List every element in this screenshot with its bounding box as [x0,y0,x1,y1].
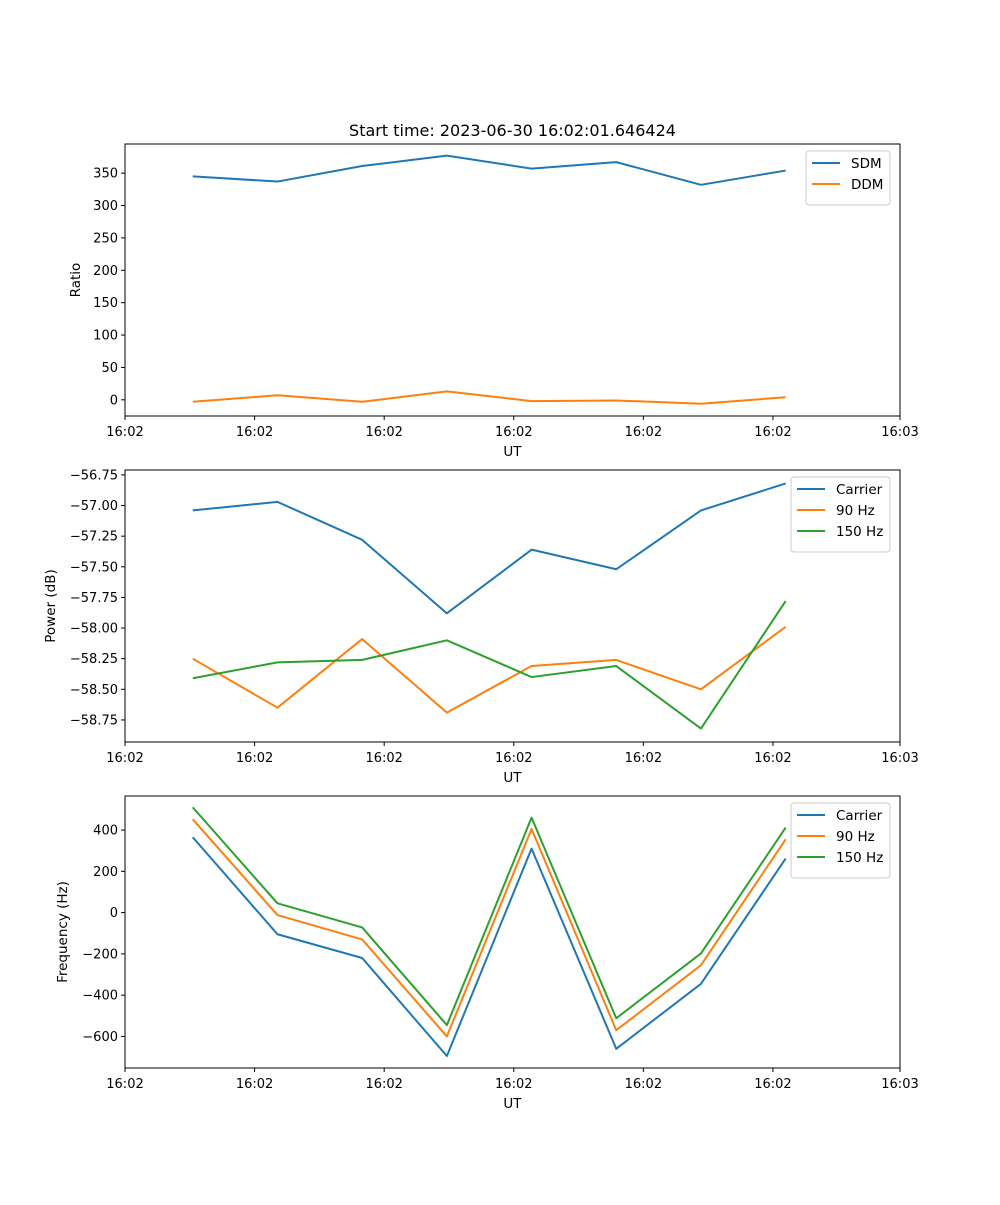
x-tick-label: 16:02 [495,425,532,440]
y-tick-label: 250 [93,231,118,246]
y-tick-label: −57.25 [70,530,118,545]
x-tick-label: 16:03 [881,425,918,440]
axes-frame [124,795,901,1069]
x-tick-label: 16:03 [881,751,918,766]
frequency-panel: 16:02 16:02 16:02 16:02 16:02 16:02 16:03 −600 −… [55,795,919,1112]
chart-title: Start time: 2023-06-30 16:02:01.646424 [349,121,676,140]
y-tick-label: −57.75 [70,591,118,606]
x-tick-label: 16:02 [365,1077,402,1092]
x-tick-label: 16:02 [236,1077,273,1092]
x-tick-label: 16:02 [625,1077,662,1092]
x-tick-label: 16:02 [236,751,273,766]
legend-label: DDM [851,177,883,193]
y-tick-label: 0 [110,393,118,408]
legend-box [805,150,891,206]
legend: Carrier 90 Hz 150 Hz [790,802,891,879]
y-tick-label: −600 [82,1030,118,1045]
ratio-panel: 16:02 16:02 16:02 16:02 16:02 16:02 16:03 0 50 10… [68,121,919,460]
legend-label: 90 Hz [836,829,875,845]
y-tick-label: −200 [82,947,118,962]
y-axis-label: Frequency (Hz) [55,881,71,983]
legend-label: SDM [851,156,882,172]
y-tick-label: −58.50 [70,683,118,698]
y-tick-label: 200 [93,865,118,880]
y-tick-label: −58.75 [70,713,118,728]
y-tick-label: −57.00 [70,499,118,514]
series-line-150-hz [192,600,787,730]
x-tick-label: 16:03 [881,1077,918,1092]
series-line-90-hz [192,626,787,714]
x-tick-label: 16:02 [106,425,143,440]
x-tick-label: 16:02 [495,1077,532,1092]
power-panel: 16:02 16:02 16:02 16:02 16:02 16:02 16:03 −58.7… [43,468,919,786]
legend-label: 150 Hz [836,850,883,866]
y-tick-label: 100 [93,329,118,344]
series-line-carrier [192,836,787,1058]
series-line-carrier [192,482,786,615]
y-axis-label: Ratio [68,263,84,298]
x-tick-label: 16:02 [365,751,402,766]
y-tick-label: −400 [82,989,118,1004]
y-tick-label: 0 [110,906,118,921]
series-line-90-hz [192,818,787,1038]
series-line-sdm [192,154,786,186]
y-tick-label: −58.25 [70,652,118,667]
series-line-150-hz [192,806,787,1027]
x-tick-label: 16:02 [495,751,532,766]
legend: SDM DDM [805,150,891,206]
legend-label: 90 Hz [836,503,875,519]
y-tick-label: 300 [93,199,118,214]
y-tick-label: 50 [101,361,118,376]
x-tick-label: 16:02 [625,751,662,766]
axes-frame [124,143,901,417]
legend: Carrier 90 Hz 150 Hz [790,476,891,553]
legend-box [790,476,891,553]
legend-label: Carrier [836,808,883,824]
legend-box [790,802,891,879]
axes-frame [124,469,901,743]
x-tick-label: 16:02 [236,425,273,440]
x-tick-label: 16:02 [754,425,791,440]
y-axis-label: Power (dB) [43,569,59,642]
x-tick-label: 16:02 [106,1077,143,1092]
x-tick-label: 16:02 [754,1077,791,1092]
x-tick-label: 16:02 [106,751,143,766]
y-tick-label: 150 [93,296,118,311]
x-axis-label: UT [503,444,522,460]
series-line-ddm [192,390,786,405]
legend-label: Carrier [836,482,883,498]
y-tick-label: 200 [93,264,118,279]
y-tick-label: −57.50 [70,560,118,575]
x-tick-label: 16:02 [365,425,402,440]
y-tick-label: 400 [93,824,118,839]
y-tick-label: 350 [93,167,118,182]
x-tick-label: 16:02 [754,751,791,766]
y-tick-label: −56.75 [70,468,118,483]
x-axis-label: UT [503,1096,522,1112]
x-tick-label: 16:02 [625,425,662,440]
legend-label: 150 Hz [836,524,883,540]
y-tick-label: −58.00 [70,622,118,637]
x-axis-label: UT [503,770,522,786]
